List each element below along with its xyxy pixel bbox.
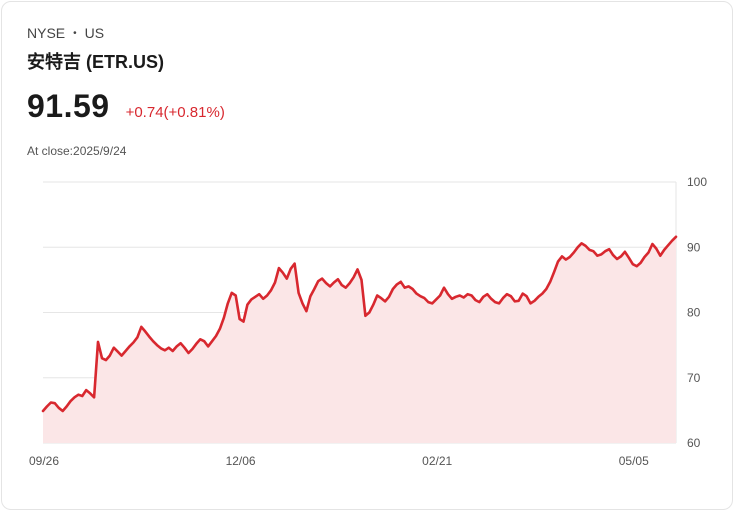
y-tick-label: 100 bbox=[687, 175, 707, 189]
price-change: +0.74(+0.81%) bbox=[125, 104, 225, 121]
exchange-name: NYSE bbox=[27, 25, 66, 41]
y-tick-label: 70 bbox=[687, 371, 701, 385]
close-date: 2025/9/24 bbox=[73, 144, 127, 158]
x-tick-label: 05/05 bbox=[619, 454, 649, 468]
price-area bbox=[43, 236, 676, 443]
current-price: 91.59 bbox=[27, 88, 110, 124]
price-line bbox=[41, 235, 678, 413]
x-tick-label: 02/21 bbox=[422, 454, 452, 468]
y-tick-label: 90 bbox=[687, 240, 701, 254]
close-info: At close: 2025/9/24 bbox=[27, 144, 126, 158]
exchange-line: NYSE • US bbox=[27, 25, 104, 41]
separator-dot: • bbox=[73, 27, 77, 39]
region-label: US bbox=[84, 25, 105, 41]
x-tick-label: 12/06 bbox=[226, 454, 256, 468]
y-tick-label: 80 bbox=[687, 306, 701, 320]
stock-name: 安特吉 (ETR.US) bbox=[27, 52, 164, 72]
y-tick-label: 60 bbox=[687, 436, 701, 450]
price-row: 91.59 +0.74(+0.81%) bbox=[27, 88, 225, 125]
close-label: At close: bbox=[27, 144, 74, 158]
x-tick-label: 09/26 bbox=[29, 454, 59, 468]
